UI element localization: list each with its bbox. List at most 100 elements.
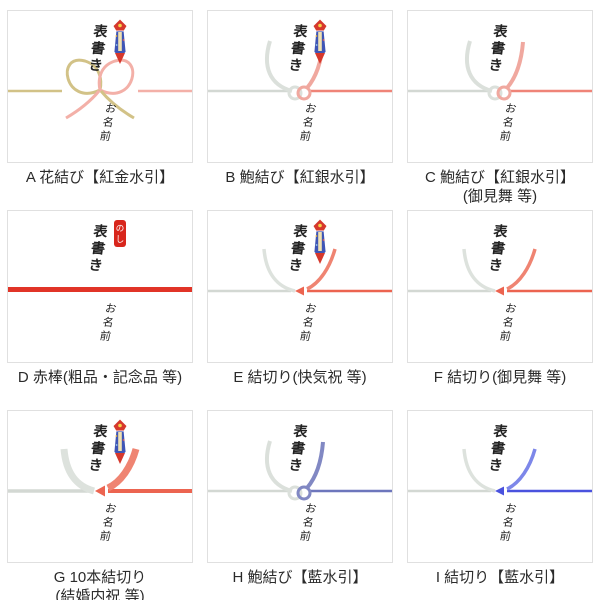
omotegaki-char: 書 [89,241,107,258]
omotegaki-char: き [87,58,104,75]
onamae-char: お [304,302,318,316]
omotegaki-char: き [287,58,304,75]
onamae-char: 前 [98,130,112,144]
noshi-preview-card[interactable]: 表書き お名前 [407,10,593,163]
onamae-char: 前 [498,130,512,144]
onamae-char: 前 [298,530,312,544]
onamae-char: 前 [98,330,112,344]
caption-line: C 鮑結び【紅銀水引】 [424,169,575,186]
mizuhiki-ribbon-graphic [8,447,192,497]
onamae-char: 前 [498,530,512,544]
onamae-char: 名 [301,116,315,130]
caption-line: B 鮑結び【紅銀水引】 [225,169,375,186]
option-caption: B 鮑結び【紅銀水引】 [225,168,374,187]
onamae-char: お [104,502,118,516]
mizuhiki-ribbon-graphic [408,40,592,101]
noshi-option-cell-E[interactable]: 表書き お名前 E 結切り(快気祝 等) [200,200,400,400]
caption-line: D 赤棒(粗品・記念品 等) [17,369,183,386]
noshi-option-cell-C[interactable]: 表書き お名前 C 鮑結び【紅銀水引】 (御見舞 等) [400,0,600,205]
noshi-option-cell-G[interactable]: 表書き お名前 G 10本結切り (結婚内祝 等) [0,400,200,600]
noshi-preview-card[interactable]: 表書き お名前 [207,10,393,163]
onamae-char: 名 [101,516,115,530]
mizuhiki-ribbon-graphic [408,448,592,496]
onamae-char: 前 [498,330,512,344]
omotegaki-char: 表 [292,424,309,441]
option-caption: I 結切り【藍水引】 [436,568,564,587]
caption-line: I 結切り【藍水引】 [435,569,565,586]
option-caption: H 鮑結び【藍水引】 [232,568,367,587]
noshi-preview-card[interactable]: 表書き お名前 [407,410,593,563]
omotegaki-char: 書 [489,241,507,258]
svg-text:し: し [116,234,125,244]
caption-line: (御見舞 等) [462,188,538,205]
omotegaki-char: 書 [489,41,507,58]
omotegaki-char: き [487,258,504,275]
noshi-option-cell-D[interactable]: 表書き お名前 の し D 赤棒(粗品・記念品 等) [0,200,200,400]
noshi-preview-card[interactable]: 表書き お名前 [7,410,193,563]
onamae-char: 名 [501,116,515,130]
mizuhiki-ribbon-graphic [208,248,392,296]
onamae-char: お [504,302,518,316]
option-caption: F 結切り(御見舞 等) [434,368,567,387]
omotegaki-char: き [287,258,304,275]
onamae-char: お [504,502,518,516]
caption-line: E 結切り(快気祝 等) [233,369,367,386]
onamae-char: 名 [101,116,115,130]
caption-line: (結婚内祝 等) [55,588,145,600]
onamae-char: お [504,102,518,116]
omotegaki-char: き [87,258,104,275]
omotegaki-char: 表 [92,424,109,441]
omotegaki-char: 書 [89,441,107,458]
omotegaki-char: き [287,458,304,475]
omotegaki-char: き [487,58,504,75]
onamae-char: お [104,102,118,116]
caption-line: G 10本結切り [53,569,147,586]
onamae-char: 前 [98,530,112,544]
noshi-stamp-icon: の し [114,220,126,247]
caption-line: F 結切り(御見舞 等) [433,369,567,386]
mizuhiki-ribbon-graphic [208,40,392,101]
onamae-char: 前 [298,130,312,144]
noshi-option-cell-I[interactable]: 表書き お名前 I 結切り【藍水引】 [400,400,600,600]
noshi-ornament-icon [312,218,328,264]
onamae-char: お [304,502,318,516]
omotegaki-char: 表 [92,224,109,241]
svg-text:の: の [116,223,125,233]
noshi-preview-card[interactable]: 表書き お名前 [207,210,393,363]
onamae-char: 名 [101,316,115,330]
option-caption: G 10本結切り (結婚内祝 等) [54,568,147,600]
mizuhiki-ribbon-graphic [208,440,392,501]
onamae-char: 名 [301,516,315,530]
mizuhiki-ribbon-graphic [408,248,592,296]
noshi-option-cell-A[interactable]: 表書き お名前 A 花結び【紅金水引】 [0,0,200,200]
noshi-preview-card[interactable]: 表書き お名前 [207,410,393,563]
omotegaki-char: 表 [492,24,509,41]
noshi-ornament-icon [112,18,128,64]
omotegaki-char: 表 [292,24,309,41]
omotegaki-char: 書 [289,241,307,258]
onamae-char: 名 [501,316,515,330]
noshi-ornament-icon [112,418,128,464]
onamae-char: 名 [501,516,515,530]
noshi-preview-card[interactable]: 表書き お名前 [407,210,593,363]
noshi-ornament-icon [312,18,328,64]
noshi-option-cell-H[interactable]: 表書き お名前 H 鮑結び【藍水引】 [200,400,400,600]
omotegaki-char: き [487,458,504,475]
omotegaki-char: き [87,458,104,475]
omotegaki-char: 書 [489,441,507,458]
option-caption: D 赤棒(粗品・記念品 等) [18,368,182,387]
option-caption: C 鮑結び【紅銀水引】 (御見舞 等) [425,168,575,206]
noshi-option-cell-F[interactable]: 表書き お名前 F 結切り(御見舞 等) [400,200,600,400]
noshi-option-cell-B[interactable]: 表書き お名前 B 鮑結び【紅銀水引】 [200,0,400,200]
omotegaki-char: 表 [292,224,309,241]
onamae-char: お [304,102,318,116]
omotegaki-char: 表 [492,424,509,441]
omotegaki-char: 表 [492,224,509,241]
option-caption: A 花結び【紅金水引】 [26,168,174,187]
noshi-preview-card[interactable]: 表書き お名前 [7,10,193,163]
onamae-char: 前 [298,330,312,344]
noshi-preview-card[interactable]: 表書き お名前 の し [7,210,193,363]
mizuhiki-ribbon-graphic [8,287,192,292]
